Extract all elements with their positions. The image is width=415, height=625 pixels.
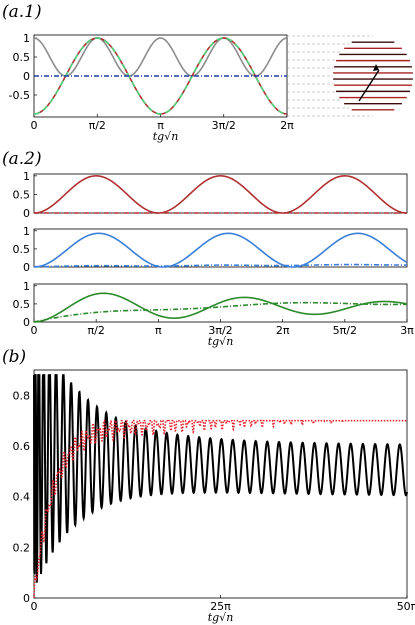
x-tick-label: 3π xyxy=(400,324,414,337)
x-axis-label: tg√n xyxy=(208,611,234,624)
y-tick-label: 0.5 xyxy=(13,51,31,64)
y-tick-label: 0 xyxy=(23,261,30,274)
x-tick-label: 2π xyxy=(276,324,290,337)
x-tick-label: π/2 xyxy=(88,324,105,337)
y-tick-label: 0.5 xyxy=(13,243,31,256)
x-tick-label: 25π xyxy=(210,600,231,613)
bloch-sphere-diagram xyxy=(287,35,413,117)
series-line-a2_3-0 xyxy=(33,292,408,323)
y-tick-label: 0.5 xyxy=(13,188,31,201)
series-line-a1-2 xyxy=(33,37,288,115)
series-line-b-1 xyxy=(33,419,407,599)
y-tick-label: 0.4 xyxy=(13,491,31,504)
x-tick-label: π xyxy=(155,324,162,337)
y-tick-label: 0 xyxy=(23,592,30,605)
y-tick-label: 0.6 xyxy=(13,440,31,453)
y-tick-label: 1 xyxy=(23,225,30,238)
y-tick-label: -0.5 xyxy=(9,89,30,102)
y-tick-label: 0 xyxy=(23,70,30,83)
series-line-a2_2-0 xyxy=(33,232,408,268)
x-tick-label: 5π/2 xyxy=(333,324,357,337)
state-vector-arrow xyxy=(358,69,380,102)
arrow-head-icon xyxy=(373,64,379,71)
panel-label-b: (b) xyxy=(2,347,26,367)
x-axis-label: tg√n xyxy=(153,130,179,143)
x-axis-label: tg√n xyxy=(208,335,234,348)
chart-a2-middle: 10.50 xyxy=(13,225,408,274)
y-tick-label: 1 xyxy=(23,280,30,293)
y-tick-label: 0.8 xyxy=(13,389,31,402)
y-tick-label: 0.5 xyxy=(13,298,31,311)
x-tick-label: π xyxy=(157,119,164,132)
x-tick-label: π/2 xyxy=(89,119,106,132)
x-tick-label: 0 xyxy=(31,600,38,613)
x-tick-label: 2π xyxy=(280,119,294,132)
series-line-a2_2-1 xyxy=(33,263,407,268)
chart-a2-top: 10.50 xyxy=(13,170,408,220)
x-tick-label: 0 xyxy=(31,119,38,132)
y-tick-label: 0 xyxy=(23,316,30,329)
y-tick-label: 1 xyxy=(23,32,30,45)
plot-frame-a2_1 xyxy=(33,173,408,214)
series-line-a1-0 xyxy=(33,37,288,77)
x-tick-label: 3π/2 xyxy=(208,324,232,337)
series-line-a2_3-1 xyxy=(33,301,408,323)
panel-label-a2: (a.2) xyxy=(2,149,42,169)
plot-frame-a2_2 xyxy=(33,228,408,268)
chart-a1: 1 0.5 0 -0.5 0 π/2 π 3π/2 2π tg√n xyxy=(9,32,295,143)
panel-label-a1: (a.1) xyxy=(2,2,42,22)
x-tick-label: 50π xyxy=(397,600,415,613)
y-tick-label: 1 xyxy=(23,170,30,183)
chart-b: 0 0.2 0.4 0.6 0.8 0 25π 50π tg√n xyxy=(13,369,415,624)
y-tick-label: 0.2 xyxy=(13,541,31,554)
x-tick-label: 0 xyxy=(31,324,38,337)
series-line-b-0 xyxy=(33,374,408,583)
x-tick-label: 3π/2 xyxy=(212,119,236,132)
series-line-a2_1-0 xyxy=(33,175,408,214)
y-tick-label: 0 xyxy=(23,207,30,220)
